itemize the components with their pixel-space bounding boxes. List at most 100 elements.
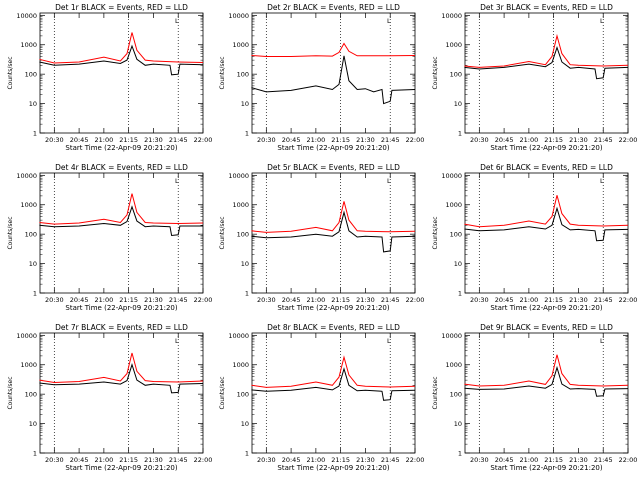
panel-5: Det 5r BLACK = Events, RED = LLD 1 10 100 10… [219,163,424,312]
panel-title: Det 9r BLACK = Events, RED = LLD [480,323,613,332]
panel-title: Det 7r BLACK = Events, RED = LLD [55,323,188,332]
series-lld-line [464,33,629,68]
x-axis-label: Start Time (22-Apr-09 20:21:20) [65,304,177,312]
panel-2: Det 2r BLACK = Events, RED = LLD 1 10 100 10… [219,3,424,152]
x-tick-label: 21:45 [381,136,400,144]
x-tick-label: 21:45 [594,456,613,464]
series-lld-line [464,195,629,228]
y-tick-label: 10 [241,420,249,428]
y-tick-label: 10000 [16,12,37,20]
series-lld-line [251,201,416,233]
x-tick-label: 20:45 [495,456,514,464]
x-tick-label: 21:00 [307,456,326,464]
x-tick-label: 21:45 [169,296,188,304]
x-tick-label: 20:30 [45,456,64,464]
x-tick-label: 21:00 [307,136,326,144]
x-tick-label: 21:15 [119,136,138,144]
panel-1: Det 1r BLACK = Events, RED = LLD 1 10 100 10… [7,3,212,152]
panel-title: Det 5r BLACK = Events, RED = LLD [267,163,400,172]
y-tick-label: 10000 [441,12,462,20]
y-tick-label: 1 [245,290,249,298]
corner-mark: L [175,17,179,25]
panel-title: Det 2r BLACK = Events, RED = LLD [267,3,400,12]
series-events-line [464,46,629,80]
y-tick-label: 100 [25,391,37,399]
x-tick-label: 21:30 [356,136,375,144]
plot-frame [39,12,204,134]
series-events-line [251,210,416,253]
x-tick-label: 21:15 [119,296,138,304]
y-tick-label: 100 [450,231,462,239]
x-tick-label: 22:00 [194,296,213,304]
y-axis-label: Counts/sec [219,376,226,409]
y-tick-label: 100 [25,231,37,239]
y-axis-label: Counts/sec [219,216,226,249]
x-tick-label: 21:45 [594,296,613,304]
panel-7: Det 7r BLACK = Events, RED = LLD 1 10 100 10… [7,323,212,472]
y-tick-label: 1000 [20,361,37,369]
x-tick-label: 21:30 [356,296,375,304]
x-tick-label: 20:45 [70,136,89,144]
y-tick-label: 10 [29,420,37,428]
x-tick-label: 20:30 [257,296,276,304]
x-tick-label: 22:00 [619,296,638,304]
x-axis-label: Start Time (22-Apr-09 20:21:20) [277,144,389,152]
y-tick-label: 1 [458,130,462,138]
x-tick-label: 21:00 [95,136,114,144]
x-tick-label: 22:00 [406,456,425,464]
panel-3: Det 3r BLACK = Events, RED = LLD 1 10 100 10… [432,3,637,152]
x-tick-label: 20:45 [282,136,301,144]
x-tick-label: 21:45 [594,136,613,144]
y-tick-label: 10000 [16,172,37,180]
x-axis-label: Start Time (22-Apr-09 20:21:20) [490,464,602,472]
plot-frame [39,172,204,294]
y-tick-label: 10000 [441,172,462,180]
x-tick-label: 21:30 [144,136,163,144]
panel-title: Det 3r BLACK = Events, RED = LLD [480,3,613,12]
y-axis-label: Counts/sec [432,56,439,89]
y-tick-label: 1000 [232,41,249,49]
y-tick-label: 10000 [228,172,249,180]
y-tick-label: 1000 [445,361,462,369]
corner-mark: L [600,17,604,25]
corner-mark: L [175,177,179,185]
y-tick-label: 10 [29,260,37,268]
x-tick-label: 21:30 [569,456,588,464]
y-tick-label: 10000 [16,332,37,340]
y-axis-label: Counts/sec [7,56,14,89]
x-tick-label: 22:00 [619,456,638,464]
x-tick-label: 21:30 [144,456,163,464]
x-tick-label: 21:00 [520,136,539,144]
series-lld-line [39,193,204,225]
y-tick-label: 100 [237,71,249,79]
plot-frame [464,12,629,134]
x-tick-label: 21:15 [544,456,563,464]
y-tick-label: 100 [25,71,37,79]
x-tick-label: 20:45 [495,296,514,304]
y-tick-label: 1000 [232,361,249,369]
x-tick-label: 21:45 [169,136,188,144]
panel-9: Det 9r BLACK = Events, RED = LLD 1 10 100 10… [432,323,637,472]
x-tick-label: 22:00 [406,136,425,144]
series-lld-line [39,32,204,64]
y-tick-label: 100 [450,391,462,399]
panel-title: Det 4r BLACK = Events, RED = LLD [55,163,188,172]
plot-frame [464,172,629,294]
plot-frame [464,332,629,454]
y-tick-label: 1 [245,450,249,458]
x-axis-label: Start Time (22-Apr-09 20:21:20) [277,464,389,472]
x-axis-label: Start Time (22-Apr-09 20:21:20) [65,464,177,472]
x-tick-label: 20:45 [282,296,301,304]
y-tick-label: 1000 [232,201,249,209]
x-tick-label: 21:15 [331,456,350,464]
panel-title: Det 1r BLACK = Events, RED = LLD [55,3,188,12]
x-tick-label: 21:15 [544,136,563,144]
panel-title: Det 8r BLACK = Events, RED = LLD [267,323,400,332]
panel-8: Det 8r BLACK = Events, RED = LLD 1 10 100 10… [219,323,424,472]
series-events-line [39,205,203,237]
x-tick-label: 22:00 [619,136,638,144]
corner-mark: L [175,337,179,345]
x-tick-label: 21:15 [544,296,563,304]
y-tick-label: 1000 [445,41,462,49]
x-tick-label: 21:45 [381,296,400,304]
